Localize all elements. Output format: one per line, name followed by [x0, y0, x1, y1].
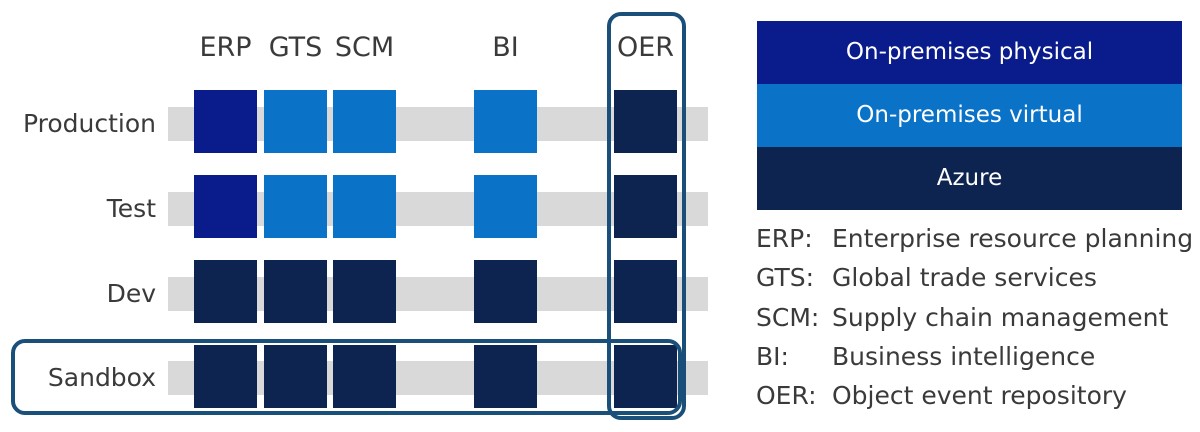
abbreviation-description: Global trade services: [832, 263, 1097, 292]
row-label-test: Test: [106, 194, 156, 223]
row-label-production: Production: [22, 109, 156, 138]
column-header-erp: ERP: [199, 32, 252, 63]
cell-test-scm: [333, 175, 396, 238]
abbreviation-label: GTS:: [756, 263, 815, 292]
column-header-oer: OER: [616, 32, 675, 63]
cell-test-gts: [264, 175, 327, 238]
column-header-bi: BI: [492, 32, 519, 63]
column-header-gts: GTS: [268, 32, 323, 63]
abbreviation-label: ERP:: [756, 224, 813, 253]
cell-dev-scm: [333, 260, 396, 323]
cell-test-erp: [194, 175, 257, 238]
abbreviation-description: Business intelligence: [832, 342, 1096, 371]
oer-column-highlight: [607, 12, 686, 420]
abbreviation-description: Enterprise resource planning: [832, 224, 1194, 253]
column-header-scm: SCM: [334, 32, 395, 63]
abbreviation-label: SCM:: [756, 303, 820, 332]
cell-dev-erp: [194, 260, 257, 323]
cell-dev-oer: [614, 260, 677, 323]
cell-test-bi: [474, 175, 537, 238]
cell-dev-gts: [264, 260, 327, 323]
row-label-dev: Dev: [106, 279, 156, 308]
cell-dev-bi: [474, 260, 537, 323]
cell-sandbox-bi: [474, 345, 537, 408]
row-label-sandbox: Sandbox: [47, 363, 156, 392]
legend-azure: Azure: [757, 147, 1182, 210]
abbreviation-description: Supply chain management: [832, 303, 1169, 332]
abbreviation-label: OER:: [756, 381, 817, 410]
cell-production-scm: [333, 90, 396, 153]
cell-production-oer: [614, 90, 677, 153]
abbreviation-label: BI:: [756, 342, 789, 371]
sandbox-row-highlight: [11, 339, 682, 415]
cell-sandbox-scm: [333, 345, 396, 408]
cell-test-oer: [614, 175, 677, 238]
cell-sandbox-gts: [264, 345, 327, 408]
cell-sandbox-erp: [194, 345, 257, 408]
abbreviation-description: Object event repository: [832, 381, 1127, 410]
cell-sandbox-oer: [614, 345, 677, 408]
legend-on-premises-physical: On-premises physical: [757, 21, 1182, 84]
cell-production-erp: [194, 90, 257, 153]
cell-production-bi: [474, 90, 537, 153]
legend-on-premises-virtual: On-premises virtual: [757, 84, 1182, 147]
cell-production-gts: [264, 90, 327, 153]
